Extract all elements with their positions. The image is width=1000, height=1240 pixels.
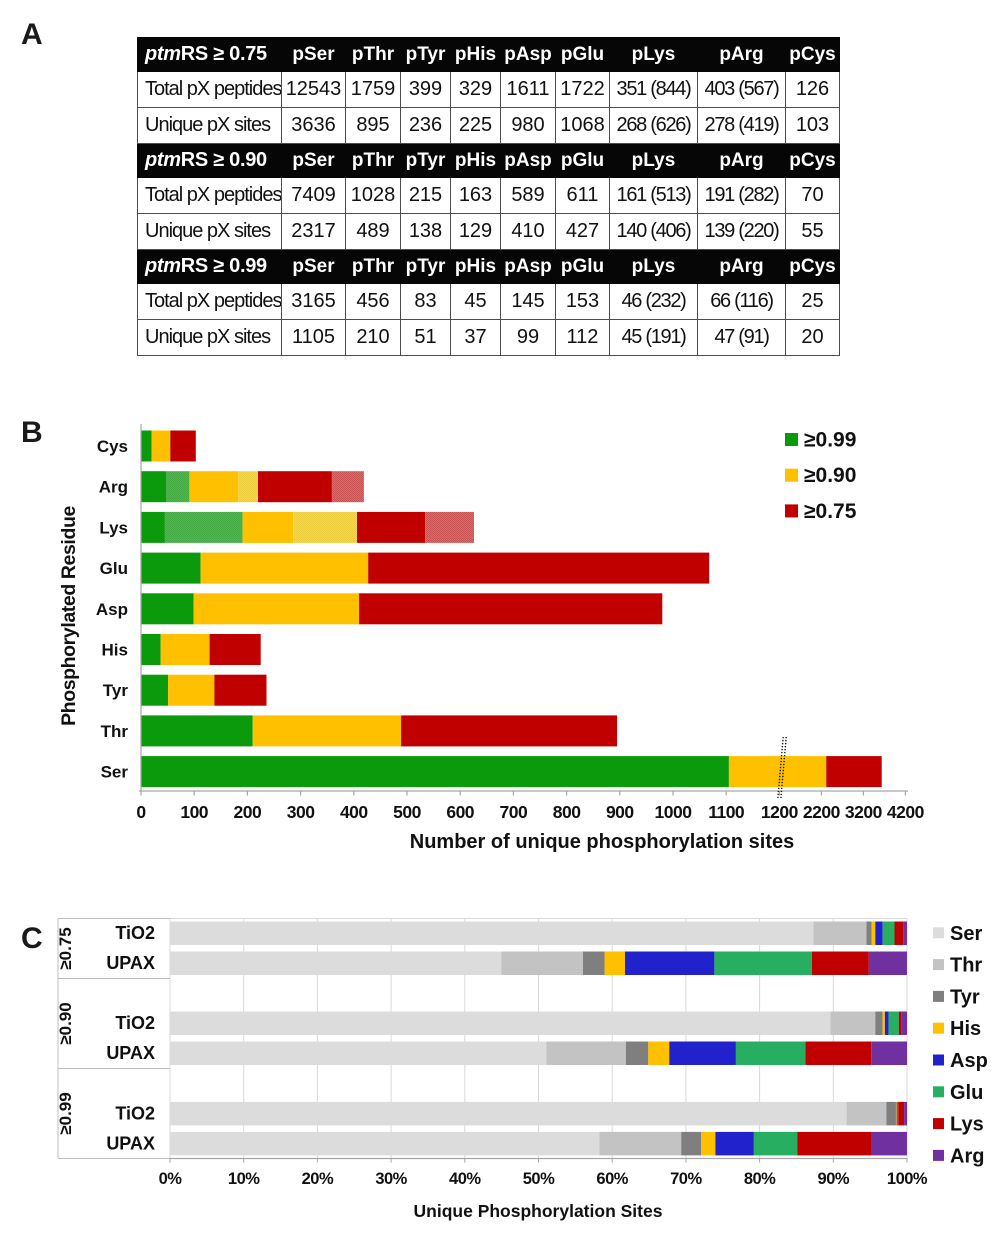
svg-text:3200: 3200 [845,802,883,822]
svg-text:Unique Phosphorylation Sites: Unique Phosphorylation Sites [414,1201,663,1221]
svg-text:300: 300 [287,802,315,822]
svg-text:≥0.75: ≥0.75 [804,500,857,523]
svg-text:Lys: Lys [950,1114,984,1136]
svg-text:0: 0 [136,802,146,822]
svg-text:Arg: Arg [950,1145,984,1167]
svg-text:800: 800 [553,802,581,822]
svg-text:UPAX: UPAX [106,1134,155,1154]
svg-text:Glu: Glu [100,559,128,578]
svg-text:Tyr: Tyr [103,681,129,700]
svg-text:≥0.90: ≥0.90 [804,464,856,487]
svg-text:Cys: Cys [97,437,128,456]
svg-text:Ser: Ser [101,763,129,782]
svg-text:His: His [102,641,128,660]
svg-text:1000: 1000 [655,802,693,822]
svg-text:60%: 60% [596,1170,628,1188]
svg-text:20%: 20% [302,1170,334,1188]
svg-text:TiO2: TiO2 [115,1013,155,1033]
svg-text:100%: 100% [887,1170,928,1188]
svg-text:Glu: Glu [950,1082,983,1104]
svg-text:2200: 2200 [803,802,841,822]
svg-text:30%: 30% [375,1170,407,1188]
svg-text:700: 700 [500,802,528,822]
svg-text:≥0.75: ≥0.75 [56,927,75,969]
svg-text:Asp: Asp [96,600,128,619]
svg-text:≥0.90: ≥0.90 [56,1002,75,1044]
svg-text:1100: 1100 [708,802,745,822]
svg-text:1200: 1200 [761,802,799,822]
svg-text:50%: 50% [523,1170,555,1188]
svg-text:Asp: Asp [950,1050,988,1072]
svg-text:TiO2: TiO2 [115,923,155,943]
svg-text:70%: 70% [670,1170,702,1188]
svg-text:90%: 90% [818,1170,850,1188]
svg-text:80%: 80% [744,1170,776,1188]
svg-text:Thr: Thr [101,722,129,741]
svg-text:UPAX: UPAX [106,1043,155,1063]
svg-text:4200: 4200 [887,802,925,822]
svg-text:Lys: Lys [99,518,128,537]
svg-text:200: 200 [234,802,262,822]
svg-text:Ser: Ser [950,923,982,945]
svg-text:UPAX: UPAX [106,953,155,973]
svg-text:TiO2: TiO2 [115,1104,155,1124]
svg-text:His: His [950,1018,981,1040]
svg-text:Arg: Arg [99,478,128,497]
svg-text:0%: 0% [159,1170,183,1188]
svg-text:400: 400 [340,802,368,822]
svg-text:600: 600 [446,802,474,822]
svg-text:Tyr: Tyr [950,986,980,1008]
svg-text:Thr: Thr [950,955,982,977]
svg-text:500: 500 [393,802,421,822]
svg-text:900: 900 [606,802,634,822]
svg-text:40%: 40% [449,1170,481,1188]
svg-text:≥0.99: ≥0.99 [56,1092,75,1134]
svg-text:10%: 10% [228,1170,260,1188]
svg-text:≥0.99: ≥0.99 [804,429,856,452]
svg-text:Number of unique phosphorylati: Number of unique phosphorylation sites [410,831,794,853]
svg-text:Phosphorylated Residue: Phosphorylated Residue [58,506,80,726]
svg-text:100: 100 [180,802,208,822]
